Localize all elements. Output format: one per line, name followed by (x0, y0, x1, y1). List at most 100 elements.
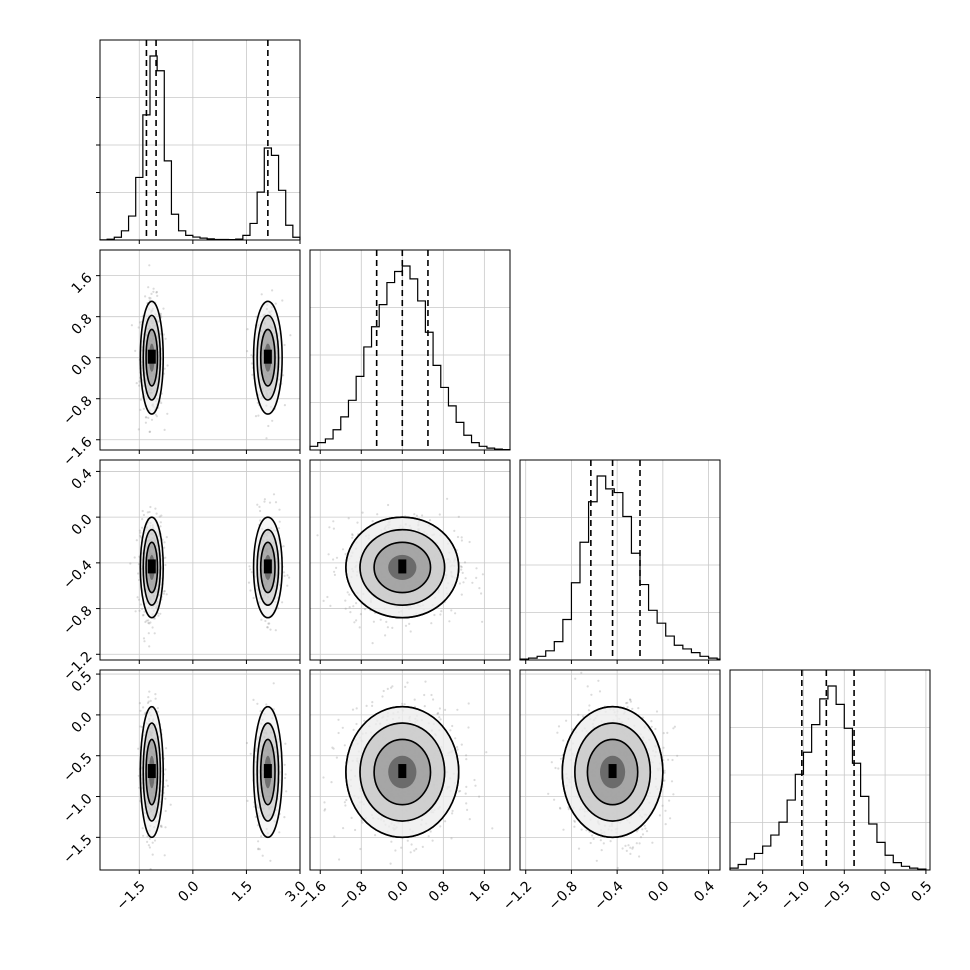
sample-point (261, 854, 264, 857)
sample-point (670, 780, 674, 783)
sample-point (371, 704, 374, 708)
sample-point (141, 614, 145, 617)
sample-point (272, 682, 275, 685)
sample-point (404, 624, 408, 627)
sample-point (450, 609, 453, 612)
sample-point (352, 728, 355, 732)
sample-point (567, 808, 570, 811)
sample-point (330, 781, 333, 784)
sample-point (631, 707, 634, 710)
sample-point (138, 380, 141, 383)
sample-point (138, 578, 141, 582)
sample-point (284, 742, 287, 745)
sample-point (664, 823, 667, 826)
sample-point (160, 825, 163, 829)
sample-point (257, 848, 260, 851)
sample-point (460, 565, 463, 569)
sample-point (667, 758, 670, 761)
sample-point (137, 774, 140, 777)
sample-point (245, 741, 248, 745)
sample-point (351, 708, 355, 711)
sample-point (138, 384, 141, 387)
sample-point (148, 622, 151, 625)
sample-point (139, 535, 142, 539)
sample-point (250, 354, 253, 357)
sample-point (391, 626, 394, 630)
sample-point (413, 513, 416, 516)
sample-point (631, 847, 634, 850)
density-contour (142, 722, 162, 822)
sample-point (141, 827, 144, 830)
sample-point (475, 567, 478, 570)
y-tick-label: −1.6 (60, 434, 95, 469)
sample-point (587, 709, 591, 712)
sample-point (391, 685, 394, 688)
sample-point (429, 830, 432, 833)
sample-point (355, 602, 358, 605)
sample-point (143, 610, 146, 613)
sample-point (385, 620, 388, 624)
density-contour (252, 705, 283, 839)
x-tick-label: 0.0 (645, 878, 672, 905)
sample-point (421, 845, 424, 849)
sample-point (626, 701, 629, 704)
panel-frame (729, 669, 931, 871)
sample-point (580, 828, 583, 831)
sample-point (162, 307, 165, 310)
sample-point (141, 509, 144, 513)
sample-point (444, 820, 447, 823)
sample-point (643, 824, 646, 827)
sample-point (342, 827, 345, 830)
sample-point (663, 771, 666, 774)
sample-point (281, 601, 284, 604)
density-panel-p1-p2 (309, 459, 511, 664)
sample-point (638, 842, 641, 845)
sample-point (152, 290, 155, 293)
sample-point (149, 505, 152, 509)
sample-point (283, 343, 286, 347)
sample-point (247, 581, 251, 584)
sample-point (439, 613, 442, 616)
sample-point (166, 784, 169, 788)
sample-point (635, 842, 638, 845)
sample-point (151, 853, 154, 856)
sample-point (382, 689, 385, 693)
panel-frame (309, 249, 511, 451)
sample-point (332, 520, 335, 523)
sample-point (673, 725, 677, 728)
sample-point (286, 584, 289, 587)
sample-point (343, 744, 346, 747)
sample-point (323, 809, 326, 812)
sample-point (163, 546, 166, 549)
density-contour (259, 328, 276, 387)
density-peak (398, 764, 407, 779)
sample-point (149, 297, 152, 300)
sample-point (151, 841, 154, 844)
density-contour (259, 541, 276, 594)
sample-point (285, 790, 288, 793)
panel-frame (519, 669, 721, 871)
sample-point (165, 747, 168, 750)
sample-point (381, 695, 384, 698)
sample-point (595, 859, 598, 862)
sample-point (147, 286, 150, 289)
sample-point (591, 834, 594, 837)
sample-point (160, 824, 163, 827)
sample-point (440, 610, 443, 613)
sample-point (254, 415, 258, 418)
sample-point (163, 590, 166, 593)
sample-point (390, 686, 393, 689)
sample-point (265, 703, 268, 706)
sample-point (438, 707, 441, 710)
sample-point (283, 574, 286, 578)
y-tick-label: 1.6 (69, 270, 96, 297)
sample-point (147, 696, 150, 699)
sample-point (153, 617, 156, 620)
sample-point (413, 698, 416, 701)
sample-point (281, 299, 284, 302)
sample-point (641, 716, 645, 719)
y-tick-label: −0.8 (60, 603, 95, 638)
sample-point (672, 793, 675, 796)
sample-point (153, 632, 156, 635)
sample-point (165, 536, 168, 539)
